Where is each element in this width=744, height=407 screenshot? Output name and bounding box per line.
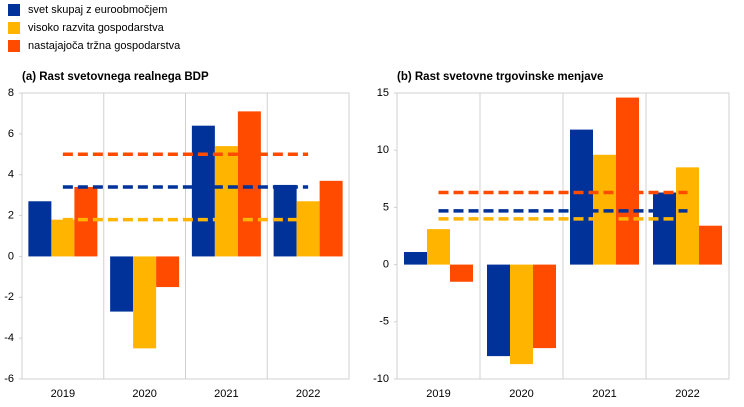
y-tick-label: 0 — [8, 250, 14, 262]
y-tick-label: 10 — [377, 144, 389, 156]
bar — [74, 186, 98, 257]
y-tick-label: 15 — [377, 87, 389, 99]
x-tick-label: 2022 — [296, 388, 320, 400]
chart-title: (a) Rast svetovnega realnega BDP — [22, 71, 209, 83]
bar — [653, 192, 676, 265]
bar — [51, 219, 75, 257]
bar — [487, 264, 510, 357]
legend-label: svet skupaj z euroobmočjem — [28, 4, 167, 16]
bar — [156, 256, 180, 288]
bar — [510, 264, 533, 365]
y-tick-label: 8 — [8, 87, 14, 99]
x-tick-label: 2021 — [214, 388, 238, 400]
x-tick-label: 2019 — [426, 388, 450, 400]
legend-swatch — [8, 40, 20, 52]
y-tick-label: -10 — [373, 373, 389, 385]
bar — [699, 225, 722, 265]
y-tick-label: 0 — [383, 259, 389, 271]
bar — [533, 264, 556, 349]
bar — [28, 201, 52, 257]
bar — [296, 201, 320, 257]
x-tick-label: 2021 — [592, 388, 616, 400]
x-tick-label: 2020 — [132, 388, 156, 400]
y-tick-label: 5 — [383, 201, 389, 213]
legend-swatch — [8, 22, 20, 34]
chart-title: (b) Rast svetovne trgovinske menjave — [397, 71, 603, 83]
bar — [676, 167, 699, 265]
x-tick-label: 2020 — [509, 388, 533, 400]
y-tick-label: -2 — [4, 291, 14, 303]
y-tick-label: 6 — [8, 128, 14, 140]
legend-label: nastajajoča tržna gospodarstva — [28, 40, 181, 52]
y-tick-label: 4 — [8, 169, 14, 181]
bar — [319, 180, 343, 257]
bar — [133, 256, 157, 349]
bar — [450, 264, 473, 282]
bar — [570, 129, 593, 265]
legend-swatch — [8, 4, 20, 16]
bar — [110, 256, 134, 312]
x-tick-label: 2022 — [675, 388, 699, 400]
x-tick-label: 2019 — [51, 388, 75, 400]
bar — [214, 146, 238, 257]
y-tick-label: -4 — [4, 332, 14, 344]
y-tick-label: -5 — [379, 316, 389, 328]
bar — [616, 97, 639, 265]
bar — [427, 229, 450, 265]
legend-label: visoko razvita gospodarstva — [28, 22, 165, 34]
y-tick-label: -6 — [4, 373, 14, 385]
y-tick-label: 2 — [8, 209, 14, 221]
bar — [191, 125, 215, 257]
bar — [273, 184, 297, 257]
bar — [404, 252, 427, 265]
bar — [237, 111, 261, 257]
